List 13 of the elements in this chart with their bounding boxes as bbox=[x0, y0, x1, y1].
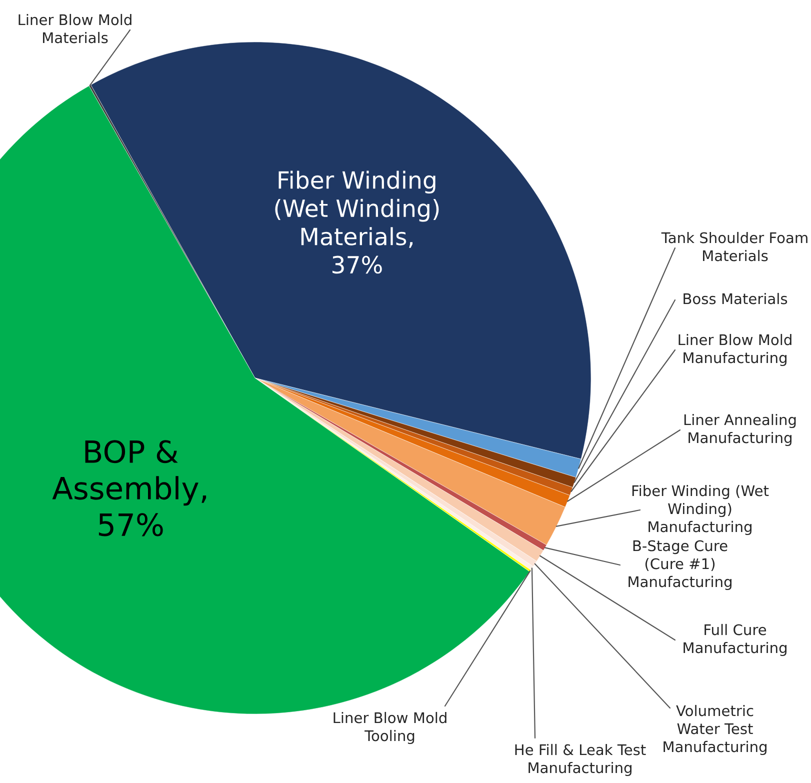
slice-label: Tank Shoulder Foam Materials bbox=[661, 232, 808, 262]
slice-label: Fiber Winding (Wet Winding) Manufacturing bbox=[632, 484, 769, 536]
slice-label: Liner Blow Mold Tooling bbox=[334, 712, 446, 744]
data-label: BOP & Assembly, 57% bbox=[52, 440, 206, 536]
slice-label: Boss Materials bbox=[684, 292, 788, 304]
slice-label: Liner Annealing Manufacturing bbox=[684, 414, 796, 446]
slice-label: Liner Blow Mold Manufacturing bbox=[678, 334, 792, 366]
data-label: Fiber Winding (Wet Winding) Materials, 37% bbox=[275, 170, 439, 274]
slice-label: Liner Blow Mold Materials bbox=[18, 14, 132, 44]
slice-label: Volumetric Water Test Manufacturing bbox=[664, 704, 766, 756]
slice-label: He Fill & Leak Test Manufacturing bbox=[515, 744, 646, 776]
slice-label: B-Stage Cure (Cure #1) Manufacturing bbox=[628, 540, 732, 590]
slice-label: Full Cure Manufacturing bbox=[684, 624, 786, 656]
